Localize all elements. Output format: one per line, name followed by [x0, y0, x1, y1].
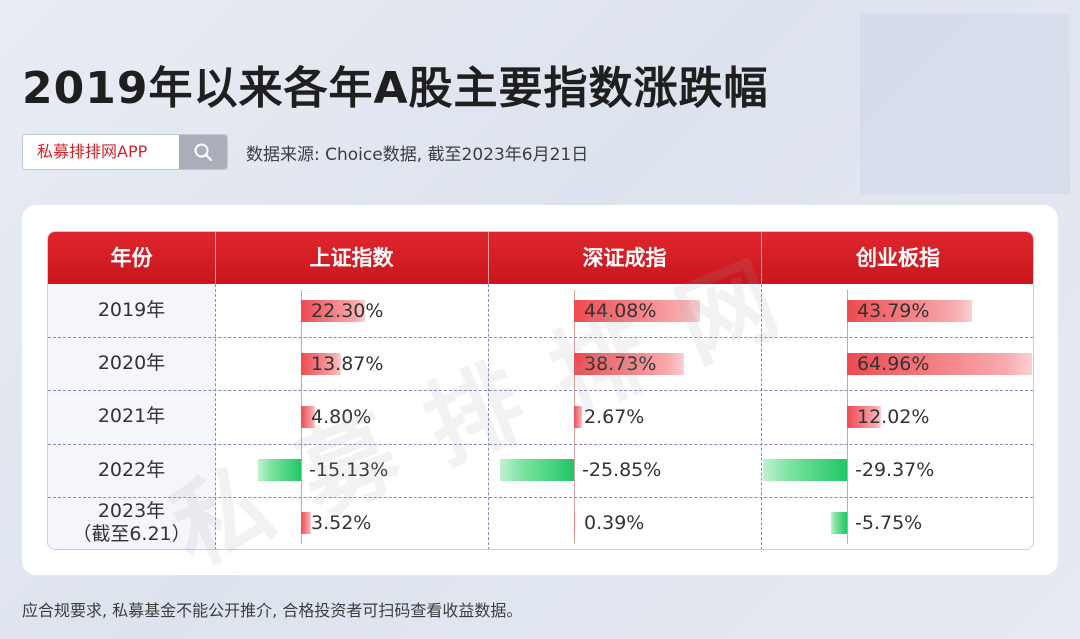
year-note: （截至6.21）	[72, 523, 191, 546]
value-bar	[830, 512, 847, 535]
year-label: 2019年	[97, 299, 166, 322]
index-change-table: 年份 上证指数 深证成指 创业板指 2019年 22.30% 44.08% 43.79% 202…	[47, 231, 1034, 550]
column-header: 创业板指	[856, 246, 940, 270]
column-divider	[488, 284, 489, 549]
search-box[interactable]: 私募排排网APP	[22, 134, 228, 170]
value-bar	[574, 352, 685, 375]
value-bar	[574, 512, 576, 535]
search-button[interactable]	[179, 135, 227, 169]
year-column-background	[48, 284, 215, 549]
value-label: 43.79%	[857, 299, 930, 322]
value-bar	[574, 299, 700, 322]
page-title: 2019年以来各年A股主要指数涨跌幅	[22, 63, 769, 114]
value-bar	[847, 352, 1033, 375]
year-label: 2021年	[97, 405, 166, 428]
year-label: 2020年	[97, 352, 166, 375]
value-label: 3.52%	[311, 512, 372, 535]
value-label: 2.67%	[584, 406, 645, 428]
data-source: 数据来源: Choice数据, 截至2023年6月21日	[246, 145, 589, 165]
value-bar	[574, 406, 582, 428]
value-label: 44.08%	[584, 299, 657, 322]
value-bar	[301, 299, 365, 322]
value-bar	[257, 459, 301, 482]
value-label: 0.39%	[584, 512, 645, 535]
footnote: 应合规要求, 私募基金不能公开推介, 合格投资者可扫码查看收益数据。	[22, 601, 523, 620]
year-label: 2022年	[97, 458, 166, 481]
value-label: 13.87%	[311, 352, 384, 375]
background-decoration	[860, 14, 1070, 194]
value-label: 22.30%	[311, 299, 384, 322]
column-header: 上证指数	[309, 246, 394, 270]
column-header: 深证成指	[582, 246, 667, 270]
value-bar	[301, 512, 312, 535]
value-label: -5.75%	[855, 512, 923, 535]
value-bar	[301, 406, 315, 428]
value-bar	[301, 352, 341, 375]
brand-label: 私募排排网APP	[37, 142, 148, 161]
column-divider	[761, 284, 762, 549]
row-divider	[48, 496, 1033, 498]
value-label: -25.85%	[582, 459, 662, 482]
header-divider	[215, 232, 216, 284]
value-label: 12.02%	[857, 406, 930, 428]
year-cell: 2020年	[48, 337, 215, 390]
year-cell: 2023年 （截至6.21）	[48, 497, 215, 549]
search-icon	[194, 143, 213, 162]
value-label: 4.80%	[311, 406, 372, 428]
value-bar	[847, 299, 972, 322]
column-header: 年份	[110, 246, 153, 270]
value-bar	[847, 406, 882, 428]
value-bar	[763, 459, 847, 482]
value-label: -29.37%	[855, 459, 935, 482]
year-cell: 2021年	[48, 390, 215, 443]
header-divider	[488, 232, 489, 284]
header-divider	[761, 232, 762, 284]
column-divider	[215, 284, 216, 549]
row-divider	[48, 390, 1033, 392]
value-label: -15.13%	[309, 459, 389, 482]
value-bar	[500, 459, 574, 482]
year-cell: 2019年	[48, 284, 215, 337]
value-label: 64.96%	[857, 352, 930, 375]
year-cell: 2022年	[48, 444, 215, 497]
value-label: 38.73%	[584, 352, 657, 375]
row-divider	[48, 443, 1033, 445]
table-header: 年份 上证指数 深证成指 创业板指	[48, 232, 1033, 284]
year-label: 2023年	[97, 500, 166, 523]
row-divider	[48, 337, 1033, 339]
